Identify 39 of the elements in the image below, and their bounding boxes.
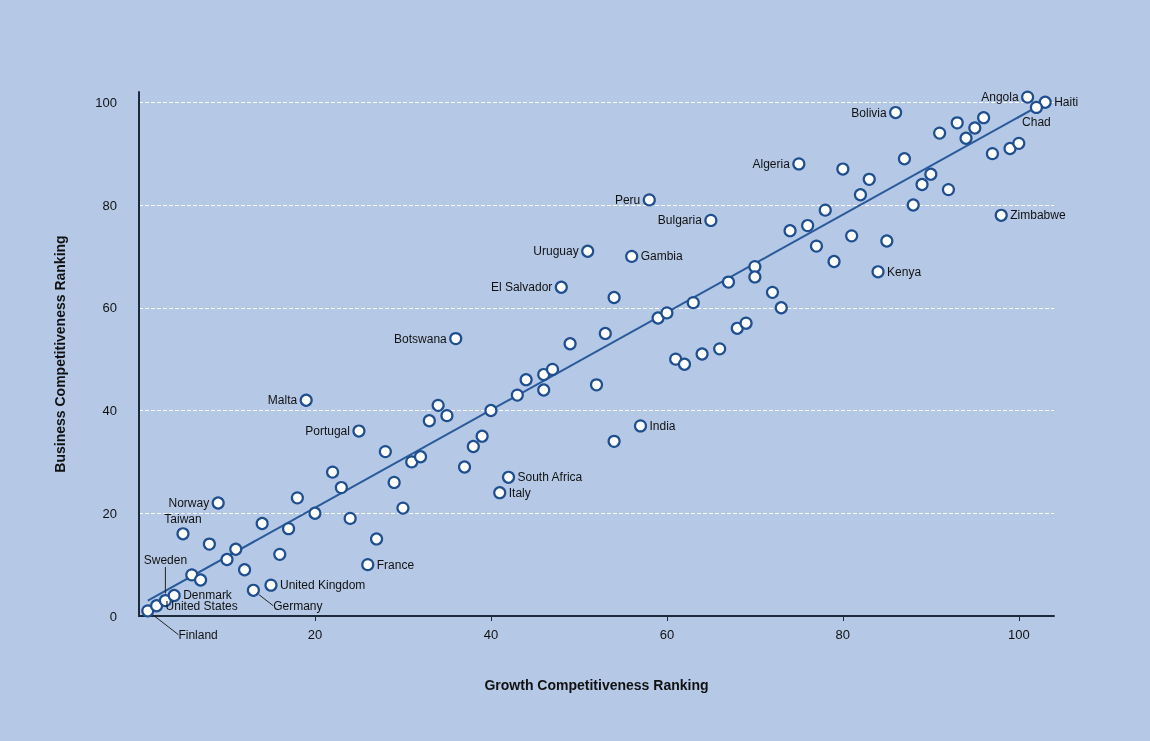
annotation: Norway xyxy=(168,495,210,510)
y-tick-label: 60 xyxy=(102,300,117,316)
y-tick-label: 40 xyxy=(102,403,117,419)
annotation: Gambia xyxy=(640,249,684,264)
y-axis-title: Business Competitiveness Ranking xyxy=(52,235,68,473)
annotation: Germany xyxy=(273,598,323,613)
annotation: Portugal xyxy=(305,424,350,439)
y-tick-label: 20 xyxy=(102,505,117,521)
annotation: Chad xyxy=(1022,115,1051,130)
annotation: Algeria xyxy=(752,156,791,171)
x-tick-label: 100 xyxy=(1007,627,1030,642)
annotation: United Kingdom xyxy=(279,578,366,593)
annotation: Peru xyxy=(614,192,641,207)
x-axis-title: Growth Competitiveness Ranking xyxy=(484,677,709,693)
x-tick-label: 60 xyxy=(659,627,675,642)
annotation: Italy xyxy=(508,485,531,500)
annotation: Angola xyxy=(981,90,1019,105)
x-tick-label: 40 xyxy=(483,627,499,642)
y-tick-label: 100 xyxy=(95,94,117,110)
annotation: Uruguay xyxy=(533,244,579,259)
annotation: Malta xyxy=(267,393,298,408)
annotation: Bulgaria xyxy=(657,213,703,228)
annotation: India xyxy=(649,418,676,433)
annotation: El Salvador xyxy=(490,280,553,295)
x-tick-label: 80 xyxy=(835,627,851,642)
annotation: Kenya xyxy=(887,264,922,279)
annotation: Finland xyxy=(178,627,218,642)
annotation: Sweden xyxy=(143,552,188,567)
annotation: United States xyxy=(165,598,238,613)
annotation: Haiti xyxy=(1054,95,1079,110)
y-tick-label: 0 xyxy=(109,608,117,624)
y-tick-label: 80 xyxy=(102,197,117,213)
annotation: Taiwan xyxy=(164,511,202,526)
annotation: South Africa xyxy=(517,470,583,485)
x-tick-label: 20 xyxy=(307,627,323,642)
annotation: Botswana xyxy=(394,331,448,346)
annotation: Zimbabwe xyxy=(1010,208,1066,223)
annotation: Bolivia xyxy=(851,105,887,120)
annotation: France xyxy=(376,557,415,572)
